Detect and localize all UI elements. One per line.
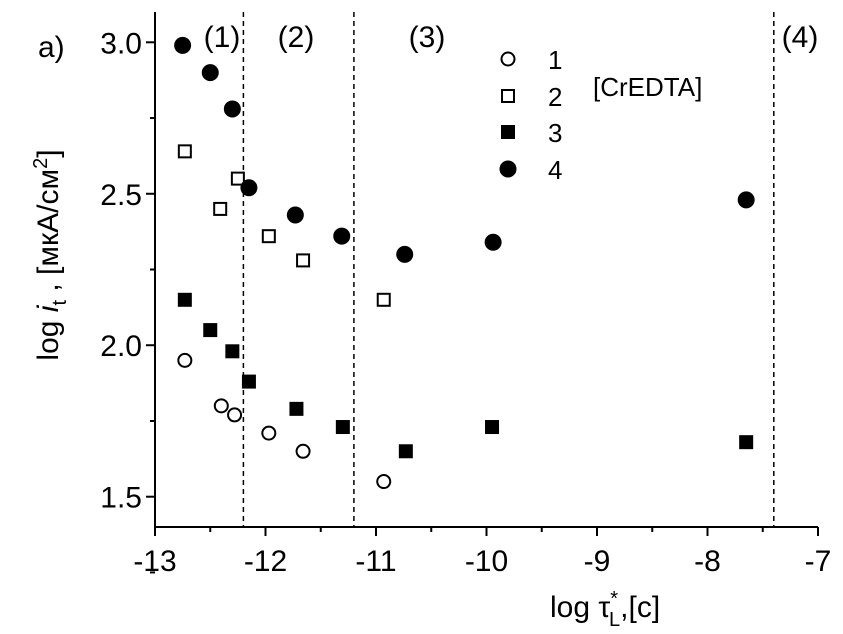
data-point-series-3 xyxy=(225,344,240,359)
legend-marker-4 xyxy=(499,160,517,178)
data-point-series-3 xyxy=(289,401,304,416)
legend-marker-1 xyxy=(500,51,516,67)
legend-title: [CrEDTA] xyxy=(593,72,702,102)
data-point-series-1 xyxy=(213,398,229,414)
data-point-series-1 xyxy=(261,425,277,441)
data-point-series-4 xyxy=(737,191,755,209)
x-tick-label: -7 xyxy=(805,545,832,578)
data-point-series-2 xyxy=(213,201,228,216)
x-tick-label: -10 xyxy=(465,545,508,578)
data-point-series-2 xyxy=(376,292,391,307)
data-point-series-4 xyxy=(396,245,414,263)
data-point-series-4 xyxy=(223,100,241,118)
legend-label-2: 2 xyxy=(548,82,562,112)
data-point-series-2 xyxy=(177,144,192,159)
data-points xyxy=(174,36,755,490)
region-labels: (1) (2) (3) (4) xyxy=(204,21,819,54)
legend-label-1: 1 xyxy=(548,45,562,75)
x-tick-label: -12 xyxy=(244,545,287,578)
region-label: (2) xyxy=(278,21,315,54)
y-tick-label: 2.0 xyxy=(100,330,142,363)
y-axis-ticks: 1.5 2.0 2.5 3.0 xyxy=(100,27,155,574)
x-tick-label: -11 xyxy=(355,545,396,578)
data-point-series-3 xyxy=(335,420,350,435)
data-point-series-3 xyxy=(177,292,192,307)
y-tick-label: 3.0 xyxy=(100,27,142,60)
x-axis-ticks: -13 -12 -11 -10 -9 -8 -7 xyxy=(133,527,831,578)
data-point-series-2 xyxy=(261,229,276,244)
y-axis-title: log it , [мкА/см2] xyxy=(30,149,71,360)
plot-frame xyxy=(154,12,818,528)
data-point-series-4 xyxy=(286,206,304,224)
y-tick-label: 1.5 xyxy=(100,482,142,515)
data-point-series-1 xyxy=(295,443,311,459)
x-axis-title: log τ* L,[c] xyxy=(550,588,660,631)
data-point-series-4 xyxy=(484,233,502,251)
panel-label: a) xyxy=(38,31,65,64)
x-tick-label: -9 xyxy=(584,545,611,578)
region-label: (3) xyxy=(409,21,446,54)
data-point-series-1 xyxy=(177,352,193,368)
region-label: (1) xyxy=(204,21,241,54)
legend-label-4: 4 xyxy=(548,155,562,185)
data-point-series-2 xyxy=(230,171,245,186)
data-point-series-3 xyxy=(739,435,754,450)
data-point-series-4 xyxy=(240,179,258,197)
data-point-series-2 xyxy=(296,253,311,268)
data-point-series-1 xyxy=(376,474,392,490)
legend-marker-2 xyxy=(501,89,515,103)
data-point-series-3 xyxy=(203,323,218,338)
data-point-series-4 xyxy=(333,227,351,245)
x-tick-label: -8 xyxy=(694,545,721,578)
legend-label-3: 3 xyxy=(548,118,562,148)
region-boundary-lines xyxy=(242,12,775,527)
data-point-series-1 xyxy=(227,407,243,423)
region-label: (4) xyxy=(782,21,819,54)
data-point-series-4 xyxy=(201,64,219,82)
data-point-series-3 xyxy=(241,374,256,389)
data-point-series-4 xyxy=(174,36,192,54)
data-point-series-3 xyxy=(485,420,500,435)
legend-marker-3 xyxy=(501,125,515,139)
data-point-series-3 xyxy=(398,444,413,459)
y-tick-label: 2.5 xyxy=(100,179,142,212)
legend: 1 2 3 4 xyxy=(499,45,562,185)
